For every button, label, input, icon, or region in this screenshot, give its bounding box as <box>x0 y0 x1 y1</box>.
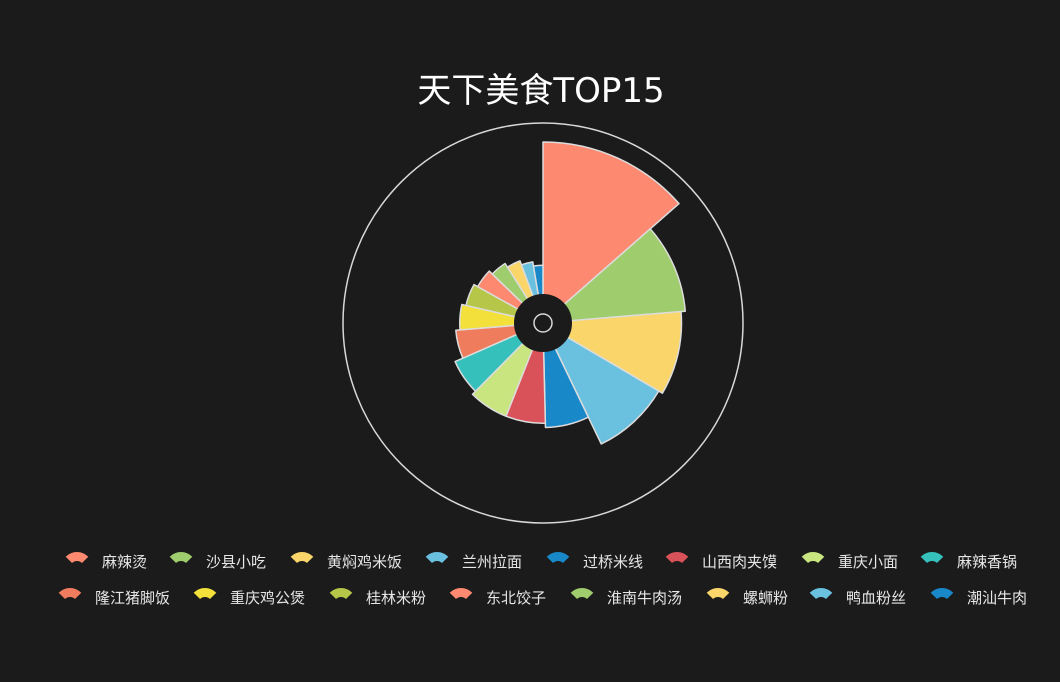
legend-label: 麻辣香锅 <box>957 553 1017 571</box>
legend-label: 东北饺子 <box>486 589 546 607</box>
legend-label: 沙县小吃 <box>206 553 266 571</box>
legend-fan-icon <box>169 552 193 564</box>
legend-label: 鸭血粉丝 <box>846 589 906 607</box>
legend-label: 桂林米粉 <box>366 589 426 607</box>
legend-item-2[interactable]: 沙县小吃 <box>169 552 266 571</box>
legend-fan-icon <box>449 588 473 600</box>
legend-fan-icon <box>706 588 730 600</box>
legend-fan-icon <box>930 588 954 600</box>
legend-label: 麻辣烫 <box>102 553 147 571</box>
legend-fan-icon <box>425 552 449 564</box>
legend-item-12[interactable]: 东北饺子 <box>449 588 546 607</box>
legend-label: 淮南牛肉汤 <box>607 589 682 607</box>
legend-item-1[interactable]: 麻辣烫 <box>65 552 147 571</box>
legend-fan-icon <box>290 552 314 564</box>
legend-fan-icon <box>193 588 217 600</box>
legend-label: 黄焖鸡米饭 <box>327 553 402 571</box>
legend-fan-icon <box>809 588 833 600</box>
legend-item-6[interactable]: 山西肉夹馍 <box>665 552 777 571</box>
legend-label: 过桥米线 <box>583 553 643 571</box>
legend-item-3[interactable]: 黄焖鸡米饭 <box>290 552 402 571</box>
legend-item-5[interactable]: 过桥米线 <box>546 552 643 571</box>
legend-item-16[interactable]: 潮汕牛肉 <box>930 588 1027 607</box>
legend-fan-icon <box>801 552 825 564</box>
legend-label: 螺蛳粉 <box>743 589 788 607</box>
legend-item-4[interactable]: 兰州拉面 <box>425 552 522 571</box>
legend-item-9[interactable]: 隆江猪脚饭 <box>58 588 170 607</box>
legend-item-8[interactable]: 麻辣香锅 <box>920 552 1017 571</box>
legend-fan-icon <box>65 552 89 564</box>
legend-item-11[interactable]: 桂林米粉 <box>329 588 426 607</box>
chart-title: 天下美食TOP15 <box>417 71 664 111</box>
legend-label: 隆江猪脚饭 <box>95 589 170 607</box>
center-ring <box>533 313 553 333</box>
legend-fan-icon <box>58 588 82 600</box>
legend-label: 潮汕牛肉 <box>967 589 1027 607</box>
legend-item-10[interactable]: 重庆鸡公煲 <box>193 588 305 607</box>
legend-label: 山西肉夹馍 <box>702 553 777 571</box>
legend-item-14[interactable]: 螺蛳粉 <box>706 588 788 607</box>
legend-fan-icon <box>665 552 689 564</box>
outer-ring <box>342 122 744 524</box>
legend-item-15[interactable]: 鸭血粉丝 <box>809 588 906 607</box>
legend-label: 兰州拉面 <box>462 553 522 571</box>
center-hole <box>514 294 572 352</box>
legend-fan-icon <box>570 588 594 600</box>
legend-fan-icon <box>329 588 353 600</box>
legend-fan-icon <box>920 552 944 564</box>
legend-label: 重庆鸡公煲 <box>230 589 305 607</box>
plot-area: 麻辣烫: 180沙县小吃: 135黄焖鸡米饭: 130兰州拉面: 125过桥米线… <box>342 122 744 524</box>
legend-item-13[interactable]: 淮南牛肉汤 <box>570 588 682 607</box>
legend-item-7[interactable]: 重庆小面 <box>801 552 898 571</box>
legend-fan-icon <box>546 552 570 564</box>
slices-group: 麻辣烫: 180沙县小吃: 135黄焖鸡米饭: 130兰州拉面: 125过桥米线… <box>454 141 687 445</box>
legend-label: 重庆小面 <box>838 553 898 571</box>
